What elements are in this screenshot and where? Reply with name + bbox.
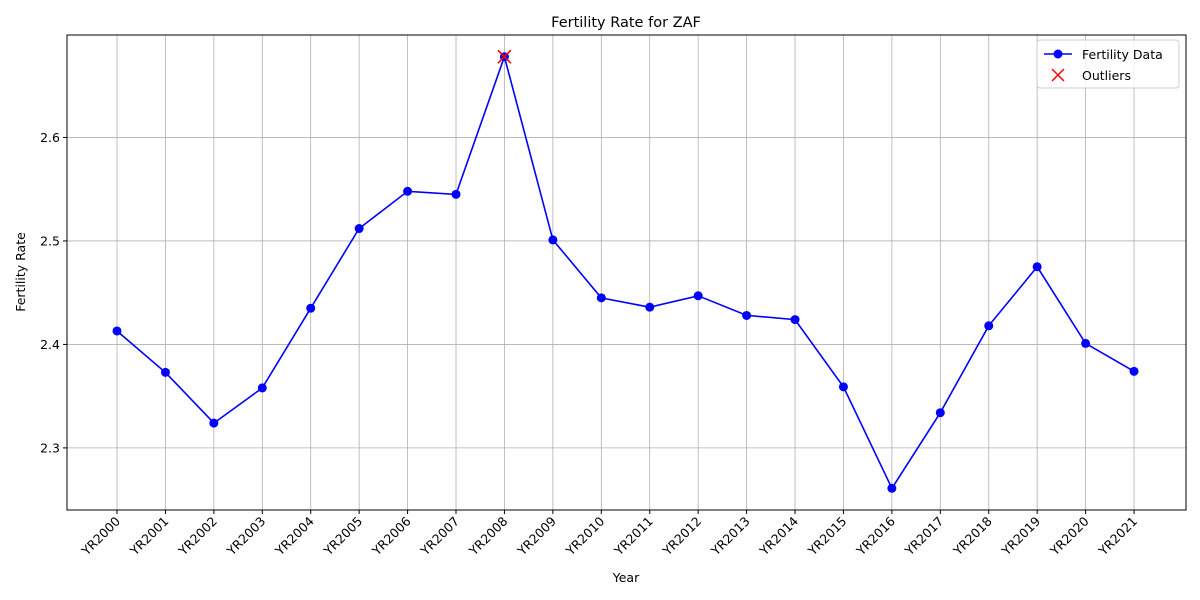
- y-tick-label: 2.4: [40, 337, 60, 352]
- data-point: [645, 302, 655, 312]
- data-point: [403, 186, 413, 196]
- data-point: [257, 383, 267, 393]
- series-line-fertility: [116, 53, 1135, 490]
- data-point: [1129, 366, 1139, 376]
- data-point: [548, 235, 558, 245]
- data-point: [354, 224, 364, 234]
- plot-frame: [66, 34, 1187, 511]
- x-axis-label: Year: [612, 570, 640, 585]
- data-point: [935, 408, 945, 418]
- data-point: [451, 189, 461, 199]
- y-axis-label: Fertility Rate: [13, 232, 28, 312]
- data-point: [984, 321, 994, 331]
- data-point: [596, 293, 606, 303]
- chart-title: Fertility Rate for ZAF: [551, 15, 701, 31]
- data-point: [160, 367, 170, 377]
- data-point: [790, 315, 800, 325]
- data-point: [693, 291, 703, 301]
- outlier-marker: [497, 49, 512, 64]
- legend-label-outliers: Outliers: [1082, 68, 1131, 83]
- legend: Fertility Data Outliers: [1036, 39, 1180, 89]
- y-tick-label: 2.3: [40, 440, 60, 455]
- plot-series: [112, 49, 1139, 493]
- grid: [67, 35, 1186, 510]
- y-tick-label: 2.5: [40, 233, 60, 248]
- legend-box: [1036, 39, 1180, 89]
- data-point: [1081, 338, 1091, 348]
- legend-marker-x: [1051, 68, 1065, 82]
- data-point: [742, 310, 752, 320]
- data-point: [209, 418, 219, 428]
- data-point: [838, 382, 848, 392]
- data-point: [1032, 262, 1042, 272]
- data-point: [112, 326, 122, 336]
- legend-marker-circle: [1053, 49, 1063, 59]
- y-tick-label: 2.6: [40, 130, 60, 145]
- legend-label-fertility: Fertility Data: [1082, 47, 1163, 62]
- data-point: [306, 303, 316, 313]
- data-point: [887, 483, 897, 493]
